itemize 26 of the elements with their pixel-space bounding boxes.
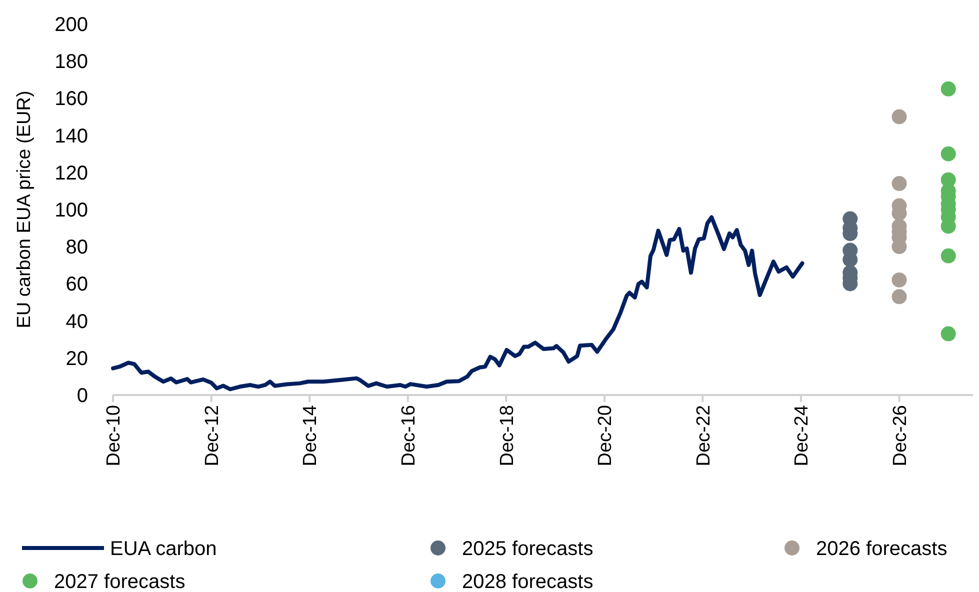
x-tick-label: Dec-18 — [496, 405, 518, 466]
legend-label: 2028 forecasts — [462, 571, 594, 592]
x-tick-label: Dec-14 — [300, 404, 322, 466]
x-tick-label: Dec-26 — [890, 405, 911, 466]
y-tick-label: 80 — [66, 236, 88, 259]
y-tick-label: 0 — [76, 385, 88, 407]
legend-label: EUA carbon — [110, 538, 217, 560]
y-tick-label: 140 — [54, 125, 88, 148]
y-tick-label: 40 — [66, 310, 88, 333]
y-tick-label: 180 — [54, 51, 88, 74]
x-tick-label: Dec-24 — [792, 404, 813, 466]
x-tick-label: Dec-22 — [693, 405, 714, 466]
x-tick-label: Dec-12 — [202, 405, 223, 466]
y-tick-label: 160 — [54, 88, 88, 110]
legend-label: 2025 forecasts — [462, 538, 594, 560]
x-tick-label: Dec-10 — [104, 405, 125, 466]
y-tick-label: 100 — [54, 200, 88, 222]
y-tick-label: 60 — [66, 274, 88, 296]
x-tick-label: Dec-20 — [595, 405, 616, 466]
y-axis-title: EU carbon EUA price (EUR) — [14, 90, 35, 328]
y-tick-label: 20 — [66, 348, 88, 370]
legend-label: 2027 forecasts — [54, 571, 186, 592]
legend-label: 2026 forecasts — [816, 538, 948, 560]
y-tick-label: 120 — [54, 162, 88, 184]
y-tick-label: 200 — [54, 14, 88, 36]
x-tick-label: Dec-16 — [398, 405, 420, 466]
